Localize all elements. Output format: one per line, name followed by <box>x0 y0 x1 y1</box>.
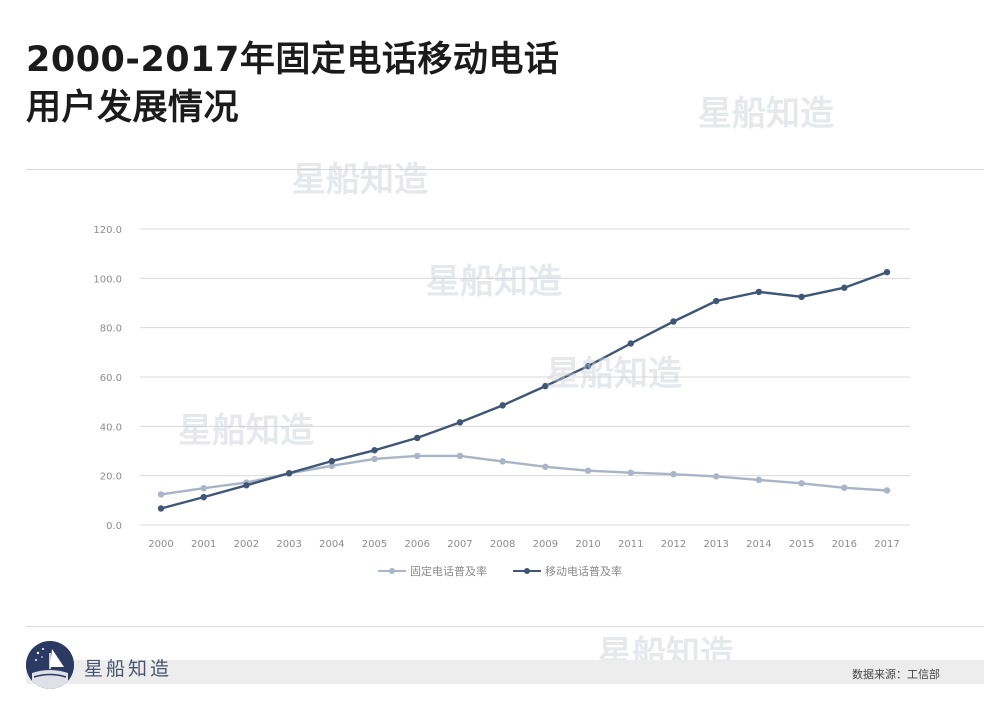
y-tick-label: 120.0 <box>93 225 122 236</box>
data-point-mobile <box>157 505 165 512</box>
x-tick-label: 2015 <box>789 539 814 550</box>
data-point-fixed <box>841 484 848 491</box>
data-point-fixed <box>371 455 378 463</box>
footer-bar <box>26 660 984 684</box>
legend-swatch-fixed <box>378 566 406 576</box>
data-point-mobile <box>627 340 634 347</box>
y-tick-label: 0.0 <box>106 521 122 532</box>
data-point-mobile <box>798 293 805 301</box>
legend-item-fixed: 固定电话普及率 <box>378 563 487 579</box>
x-tick-label: 2007 <box>447 539 472 550</box>
data-point-mobile <box>414 434 421 442</box>
y-tick-label: 100.0 <box>93 274 122 285</box>
data-point-mobile <box>499 402 506 409</box>
x-tick-label: 2002 <box>234 539 259 550</box>
data-point-mobile <box>328 457 336 465</box>
data-point-fixed <box>670 470 677 478</box>
legend-item-mobile: 移动电话普及率 <box>513 563 622 579</box>
x-tick-label: 2013 <box>703 539 728 550</box>
data-point-mobile <box>712 297 720 305</box>
data-point-fixed <box>328 462 336 469</box>
data-point-fixed <box>414 452 421 460</box>
data-point-mobile <box>285 470 293 477</box>
data-point-mobile <box>670 318 677 325</box>
x-tick-label: 2014 <box>746 539 771 550</box>
data-point-fixed <box>883 487 891 494</box>
y-tick-label: 40.0 <box>100 422 122 433</box>
ship-logo-icon <box>26 641 74 689</box>
data-point-fixed <box>798 480 805 487</box>
x-tick-label: 2006 <box>405 539 430 550</box>
x-tick-label: 2010 <box>575 539 600 550</box>
data-point-fixed <box>456 452 464 460</box>
data-point-fixed <box>627 469 634 476</box>
data-point-fixed <box>542 463 549 470</box>
chart-legend: 固定电话普及率 移动电话普及率 <box>0 563 1000 579</box>
x-tick-label: 2011 <box>618 539 643 550</box>
x-tick-label: 2003 <box>276 539 301 550</box>
x-tick-label: 2009 <box>533 539 558 550</box>
brand-name: 星船知造 <box>84 657 173 680</box>
data-point-fixed <box>712 473 720 480</box>
x-tick-label: 2001 <box>191 539 216 550</box>
y-tick-label: 60.0 <box>100 373 122 384</box>
x-tick-label: 2016 <box>832 539 857 550</box>
y-tick-label: 20.0 <box>100 472 122 483</box>
series-line-fixed <box>160 454 888 496</box>
data-point-fixed <box>584 467 592 474</box>
legend-label-fixed: 固定电话普及率 <box>410 565 487 578</box>
data-point-mobile <box>200 493 207 501</box>
legend-swatch-mobile <box>513 566 541 576</box>
data-point-mobile <box>456 419 464 426</box>
x-tick-label: 2000 <box>148 539 173 550</box>
chart-title: 2000-2017年固定电话移动电话 用户发展情况 <box>26 36 559 132</box>
data-point-fixed <box>200 485 207 492</box>
y-tick-label: 80.0 <box>100 324 122 335</box>
x-tick-label: 2012 <box>661 539 686 550</box>
data-point-mobile <box>755 288 763 296</box>
data-point-fixed <box>755 476 763 484</box>
data-source: 数据来源：工信部 <box>852 668 940 681</box>
data-point-mobile <box>841 284 848 291</box>
brand: 星船知造 <box>26 641 172 689</box>
data-point-mobile <box>243 482 250 489</box>
x-tick-label: 2005 <box>362 539 387 550</box>
bottom-divider <box>26 626 984 627</box>
x-tick-label: 2008 <box>490 539 515 550</box>
data-point-fixed <box>157 491 165 498</box>
data-point-fixed <box>499 458 506 465</box>
data-point-mobile <box>371 447 378 454</box>
chart-title-line-2: 用户发展情况 <box>26 88 240 128</box>
data-point-mobile <box>883 268 891 276</box>
data-point-mobile <box>542 382 549 390</box>
x-tick-label: 2017 <box>874 539 899 550</box>
top-divider <box>26 169 984 170</box>
legend-label-mobile: 移动电话普及率 <box>545 565 622 578</box>
chart-title-line-1: 2000-2017年固定电话移动电话 <box>26 40 560 80</box>
series-line-mobile <box>160 271 888 510</box>
x-tick-label: 2004 <box>319 539 344 550</box>
data-point-mobile <box>584 362 592 370</box>
